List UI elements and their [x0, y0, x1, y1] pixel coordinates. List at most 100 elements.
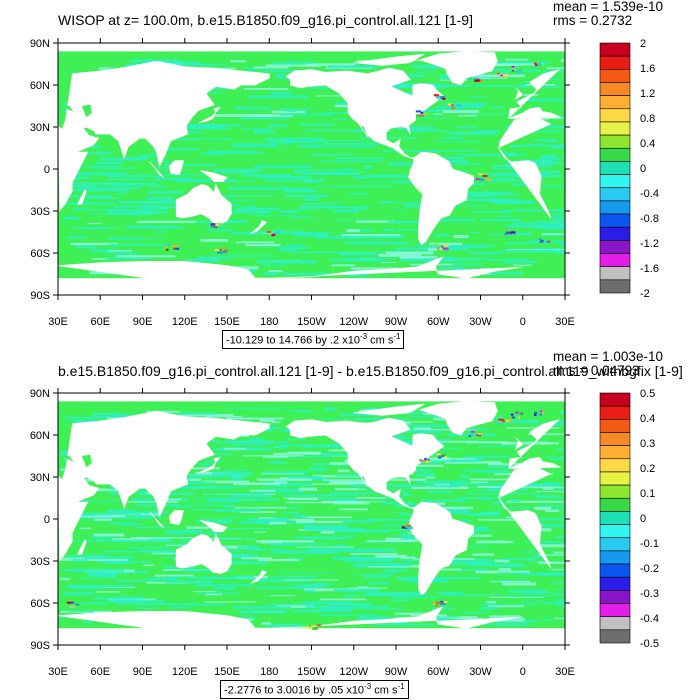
- x-tick-label: 150W: [297, 666, 326, 678]
- colorbar-swatch: [599, 134, 631, 149]
- inland-sea-caspian: [81, 104, 92, 118]
- colorbar-swatch: [599, 616, 631, 631]
- landmass-greenland: [418, 50, 498, 86]
- landmass-madagascar: [77, 539, 87, 555]
- colorbar: 2 1.6 1.2 0.8 0.4 0 -0.4 -0.8 -1.2 -1.6 -2: [599, 38, 659, 300]
- colorbar-swatch: [599, 147, 631, 162]
- map-plot: 90N 60N 30N 0 30S 60S 90S 30E 60E 90E 120E 150E 180 1…: [30, 388, 575, 678]
- contour-info-exp: -3: [359, 332, 368, 341]
- colorbar-label: 0.5: [640, 388, 655, 400]
- landmass-eurasia: [61, 60, 561, 168]
- landmass-borneo: [168, 160, 184, 176]
- colorbar-label: 0.2: [640, 463, 655, 475]
- colorbar-label: -0.8: [640, 213, 659, 225]
- x-tick-label: 120W: [339, 316, 368, 328]
- landmass-arctic_isl: [353, 403, 425, 416]
- landmass-newguinea: [199, 520, 228, 532]
- colorbar-swatch: [599, 405, 631, 420]
- x-tick-label: 180: [260, 666, 278, 678]
- y-tick-label: 60N: [30, 430, 50, 442]
- contour-info-exp: -3: [364, 682, 372, 691]
- contour-info-unit: cm s: [367, 334, 394, 347]
- y-tick-label: 90N: [30, 388, 50, 400]
- colorbar-swatch: [599, 95, 631, 110]
- x-tick-label: 30E: [555, 666, 575, 678]
- landmass-japan: [198, 106, 222, 124]
- colorbar-swatch: [599, 213, 631, 228]
- landmass-newzealand: [250, 570, 268, 584]
- colorbar-label: -1.2: [640, 238, 659, 250]
- y-tick-label: 60S: [30, 598, 50, 610]
- colorbar-label: -0.4: [640, 188, 659, 200]
- colorbar-swatch: [599, 200, 631, 215]
- colorbar-swatch: [599, 537, 631, 552]
- colorbar: 0.5 0.4 0.3 0.2 0.1 0 -0.1 -0.2 -0.3 -0.4 -0.5: [599, 388, 659, 650]
- stats-text: mean = 1.003e-10 rms = 0.04793: [553, 349, 663, 378]
- y-tick-label: 0: [44, 514, 50, 526]
- colorbar-label: 0: [640, 513, 646, 525]
- contour-info: -10.129 to 14.766 by .2 x10-3 cm s-1: [222, 330, 405, 349]
- x-tick-label: 60W: [427, 666, 450, 678]
- x-tick-label: 0: [520, 666, 526, 678]
- plot-title: WISOP at z= 100.0m, b.e15.B1850.f09_g16.…: [58, 12, 473, 28]
- colorbar-label: -0.3: [640, 588, 659, 600]
- colorbar-swatch: [599, 524, 631, 539]
- y-tick-label: 0: [44, 164, 50, 176]
- x-tick-label: 180: [260, 316, 278, 328]
- colorbar-label: -2: [640, 288, 650, 300]
- colorbar-swatch: [599, 511, 631, 525]
- x-tick-label: 90W: [385, 316, 408, 328]
- x-tick-label: 150W: [297, 316, 326, 328]
- colorbar-label: 0.4: [640, 413, 655, 425]
- landmass-australia: [175, 533, 232, 575]
- x-tick-label: 150E: [214, 316, 240, 328]
- colorbar-swatch: [599, 69, 631, 83]
- x-tick-label: 90E: [133, 666, 153, 678]
- landmass-eurasia: [61, 410, 561, 518]
- colorbar-label: 2: [640, 38, 646, 50]
- colorbar-swatch: [599, 253, 631, 267]
- colorbar-label: 0: [640, 163, 646, 175]
- x-tick-label: 120W: [339, 666, 368, 678]
- y-tick-label: 90N: [30, 38, 50, 50]
- colorbar-swatch: [599, 226, 631, 241]
- colorbar-label: -0.2: [640, 563, 659, 575]
- colorbar-swatch: [599, 82, 631, 96]
- x-tick-label: 150E: [214, 666, 240, 678]
- landmass-australia: [175, 183, 232, 225]
- colorbar-swatch: [599, 419, 631, 433]
- colorbar-label: 0.8: [640, 113, 655, 125]
- landmass-antarctica: [58, 256, 523, 295]
- x-tick-label: 30E: [48, 666, 68, 678]
- contour-info: -2.2776 to 3.0016 by .05 x10-3 cm s-1: [220, 680, 409, 699]
- landmass-newzealand: [250, 220, 268, 234]
- colorbar-label: 0.3: [640, 438, 655, 450]
- colorbar-label: -0.1: [640, 538, 659, 550]
- colorbar-label: 0.1: [640, 488, 655, 500]
- panel-bottom: b.e15.B1850.f09_g16.pi_control.all.121 […: [0, 350, 700, 700]
- contour-info-text: -2.2776 to 3.0016 by .05 x10: [224, 684, 365, 697]
- landmass-uk: [514, 437, 524, 450]
- colorbar-swatch: [599, 550, 631, 565]
- colorbar-swatch: [599, 108, 631, 123]
- colorbar-swatch: [599, 392, 631, 407]
- x-tick-label: 30W: [469, 316, 492, 328]
- x-tick-label: 120E: [172, 316, 198, 328]
- colorbar-swatch: [599, 432, 631, 446]
- colorbar-swatch: [599, 240, 631, 254]
- colorbar-label: 0.4: [640, 138, 655, 150]
- landmass-antarctica: [58, 606, 523, 645]
- colorbar-swatch: [599, 458, 631, 473]
- x-tick-label: 60W: [427, 316, 450, 328]
- colorbar-swatch: [599, 161, 631, 175]
- x-tick-label: 90E: [133, 316, 153, 328]
- colorbar-swatch: [599, 629, 631, 644]
- colorbar-swatch: [599, 187, 631, 202]
- landmass-borneo: [168, 510, 184, 526]
- colorbar-swatch: [599, 174, 631, 189]
- y-tick-label: 30N: [30, 122, 50, 134]
- landmass-northamerica: [285, 67, 445, 159]
- x-tick-label: 30E: [48, 316, 68, 328]
- contour-info-unit-exp: -1: [393, 332, 401, 341]
- y-tick-label: 60S: [30, 248, 50, 260]
